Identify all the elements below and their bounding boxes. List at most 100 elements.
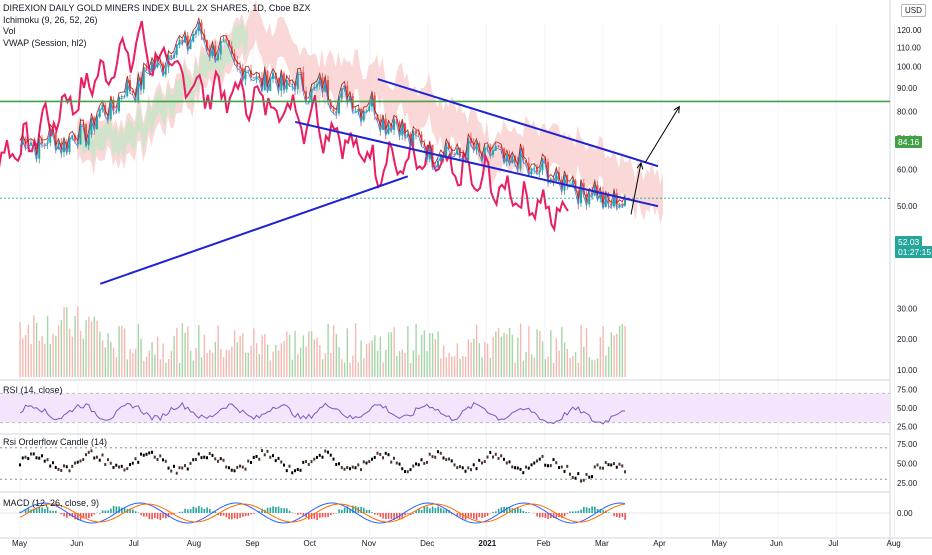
orderflow-mark [52,461,54,464]
volume-bar [149,351,150,377]
orderflow-mark [269,456,271,459]
macd-histogram-bar [231,513,233,519]
volume-bar [182,323,183,377]
volume-bar [520,324,521,377]
y-tick-label: 90.00 [897,84,918,93]
candle-body [498,146,500,147]
volume-bar [80,331,81,377]
macd-histogram-bar [330,513,332,515]
rsi-tick-label: 75.00 [897,386,918,395]
orderflow-mark [93,457,95,460]
volume-bar [278,350,279,377]
orderflow-mark [267,450,269,453]
volume-bar [308,331,309,377]
macd-histogram-bar [432,507,434,513]
volume-bar [204,335,205,377]
orderflow-mark [47,458,49,461]
macd-histogram-bar [569,511,571,513]
macd-histogram-bar [204,509,206,513]
volume-bar [545,359,546,377]
volume-bar [47,316,48,377]
orderflow-mark [305,460,307,463]
volume-bar [402,349,403,377]
macd-histogram-bar [105,511,107,513]
orderflow-mark [308,463,310,466]
orderflow-mark [514,466,516,469]
orderflow-mark [481,461,483,464]
volume-bar [421,335,422,377]
orderflow-mark [214,457,216,460]
volume-bar [234,330,235,377]
orderflow-mark [190,462,192,465]
volume-bar [561,327,562,377]
legend-ichimoku[interactable]: Ichimoku (9, 26, 52, 26) [3,15,310,27]
y-tick-label: 80.00 [897,108,918,117]
rsi-pane-label[interactable]: RSI (14, close) [3,385,63,395]
orderflow-mark [454,463,456,466]
orderflow-mark [561,465,563,468]
orderflow-mark [426,461,428,464]
volume-bar [171,351,172,377]
volume-bar [338,347,339,377]
volume-bar [96,321,97,377]
rsi-orderflow-pane-label[interactable]: Rsi Orderflow Candle (14) [3,437,107,447]
volume-bar [523,361,524,377]
orderflow-mark [88,451,90,454]
orderflow-mark [319,454,321,457]
orderflow-mark [162,458,164,461]
legend-volume[interactable]: Vol [3,26,310,38]
orderflow-mark [159,454,161,457]
orderflow-mark [126,467,128,470]
macd-histogram-bar [286,508,288,513]
macd-histogram-bar [182,512,184,513]
volume-bar [352,356,353,377]
volume-bar [591,360,592,377]
currency-label[interactable]: USD [901,4,926,17]
volume-bar [160,359,161,377]
volume-bar [479,343,480,377]
volume-bar [30,344,31,377]
volume-bar [107,333,108,377]
volume-bar [608,346,609,377]
orderflow-mark [148,451,150,454]
volume-bar [536,329,537,377]
volume-bar [297,354,298,377]
volume-bar [594,360,595,377]
volume-bar [259,354,260,377]
orderflow-mark [250,461,252,464]
macd-pane-label[interactable]: MACD (12, 26, close, 9) [3,498,99,508]
volume-bar [363,358,364,377]
orderflow-mark [187,467,189,470]
candle-body [291,84,293,85]
orderflow-mark [74,462,76,465]
macd-histogram-bar [289,511,291,513]
orderflow-mark [341,466,343,469]
orderflow-mark [520,468,522,471]
legend-vwap[interactable]: VWAP (Session, hl2) [3,38,310,50]
volume-bar [245,353,246,377]
orderflow-mark [176,472,178,475]
volume-bar [385,350,386,377]
macd-histogram-bar [413,513,415,514]
orderflow-mark [517,467,519,470]
macd-histogram-bar [426,507,428,513]
orderflow-mark [352,466,354,469]
volume-bar [377,351,378,377]
orderflow-mark [294,469,296,472]
orderflow-mark [179,466,181,469]
volume-bar [292,360,293,377]
y-tick-label: 110.00 [897,44,921,53]
candle-body [533,168,535,169]
candle-body [415,131,417,134]
orderflow-mark [170,470,172,473]
macd-histogram-bar [613,513,615,516]
x-tick-label: May [12,539,27,548]
volume-bar [399,351,400,377]
volume-bar [72,337,73,377]
macd-histogram-bar [234,513,236,518]
orderflow-mark [247,460,249,463]
x-tick-label: Nov [362,539,376,548]
orderflow-mark [569,473,571,476]
orderflow-mark [239,465,241,468]
